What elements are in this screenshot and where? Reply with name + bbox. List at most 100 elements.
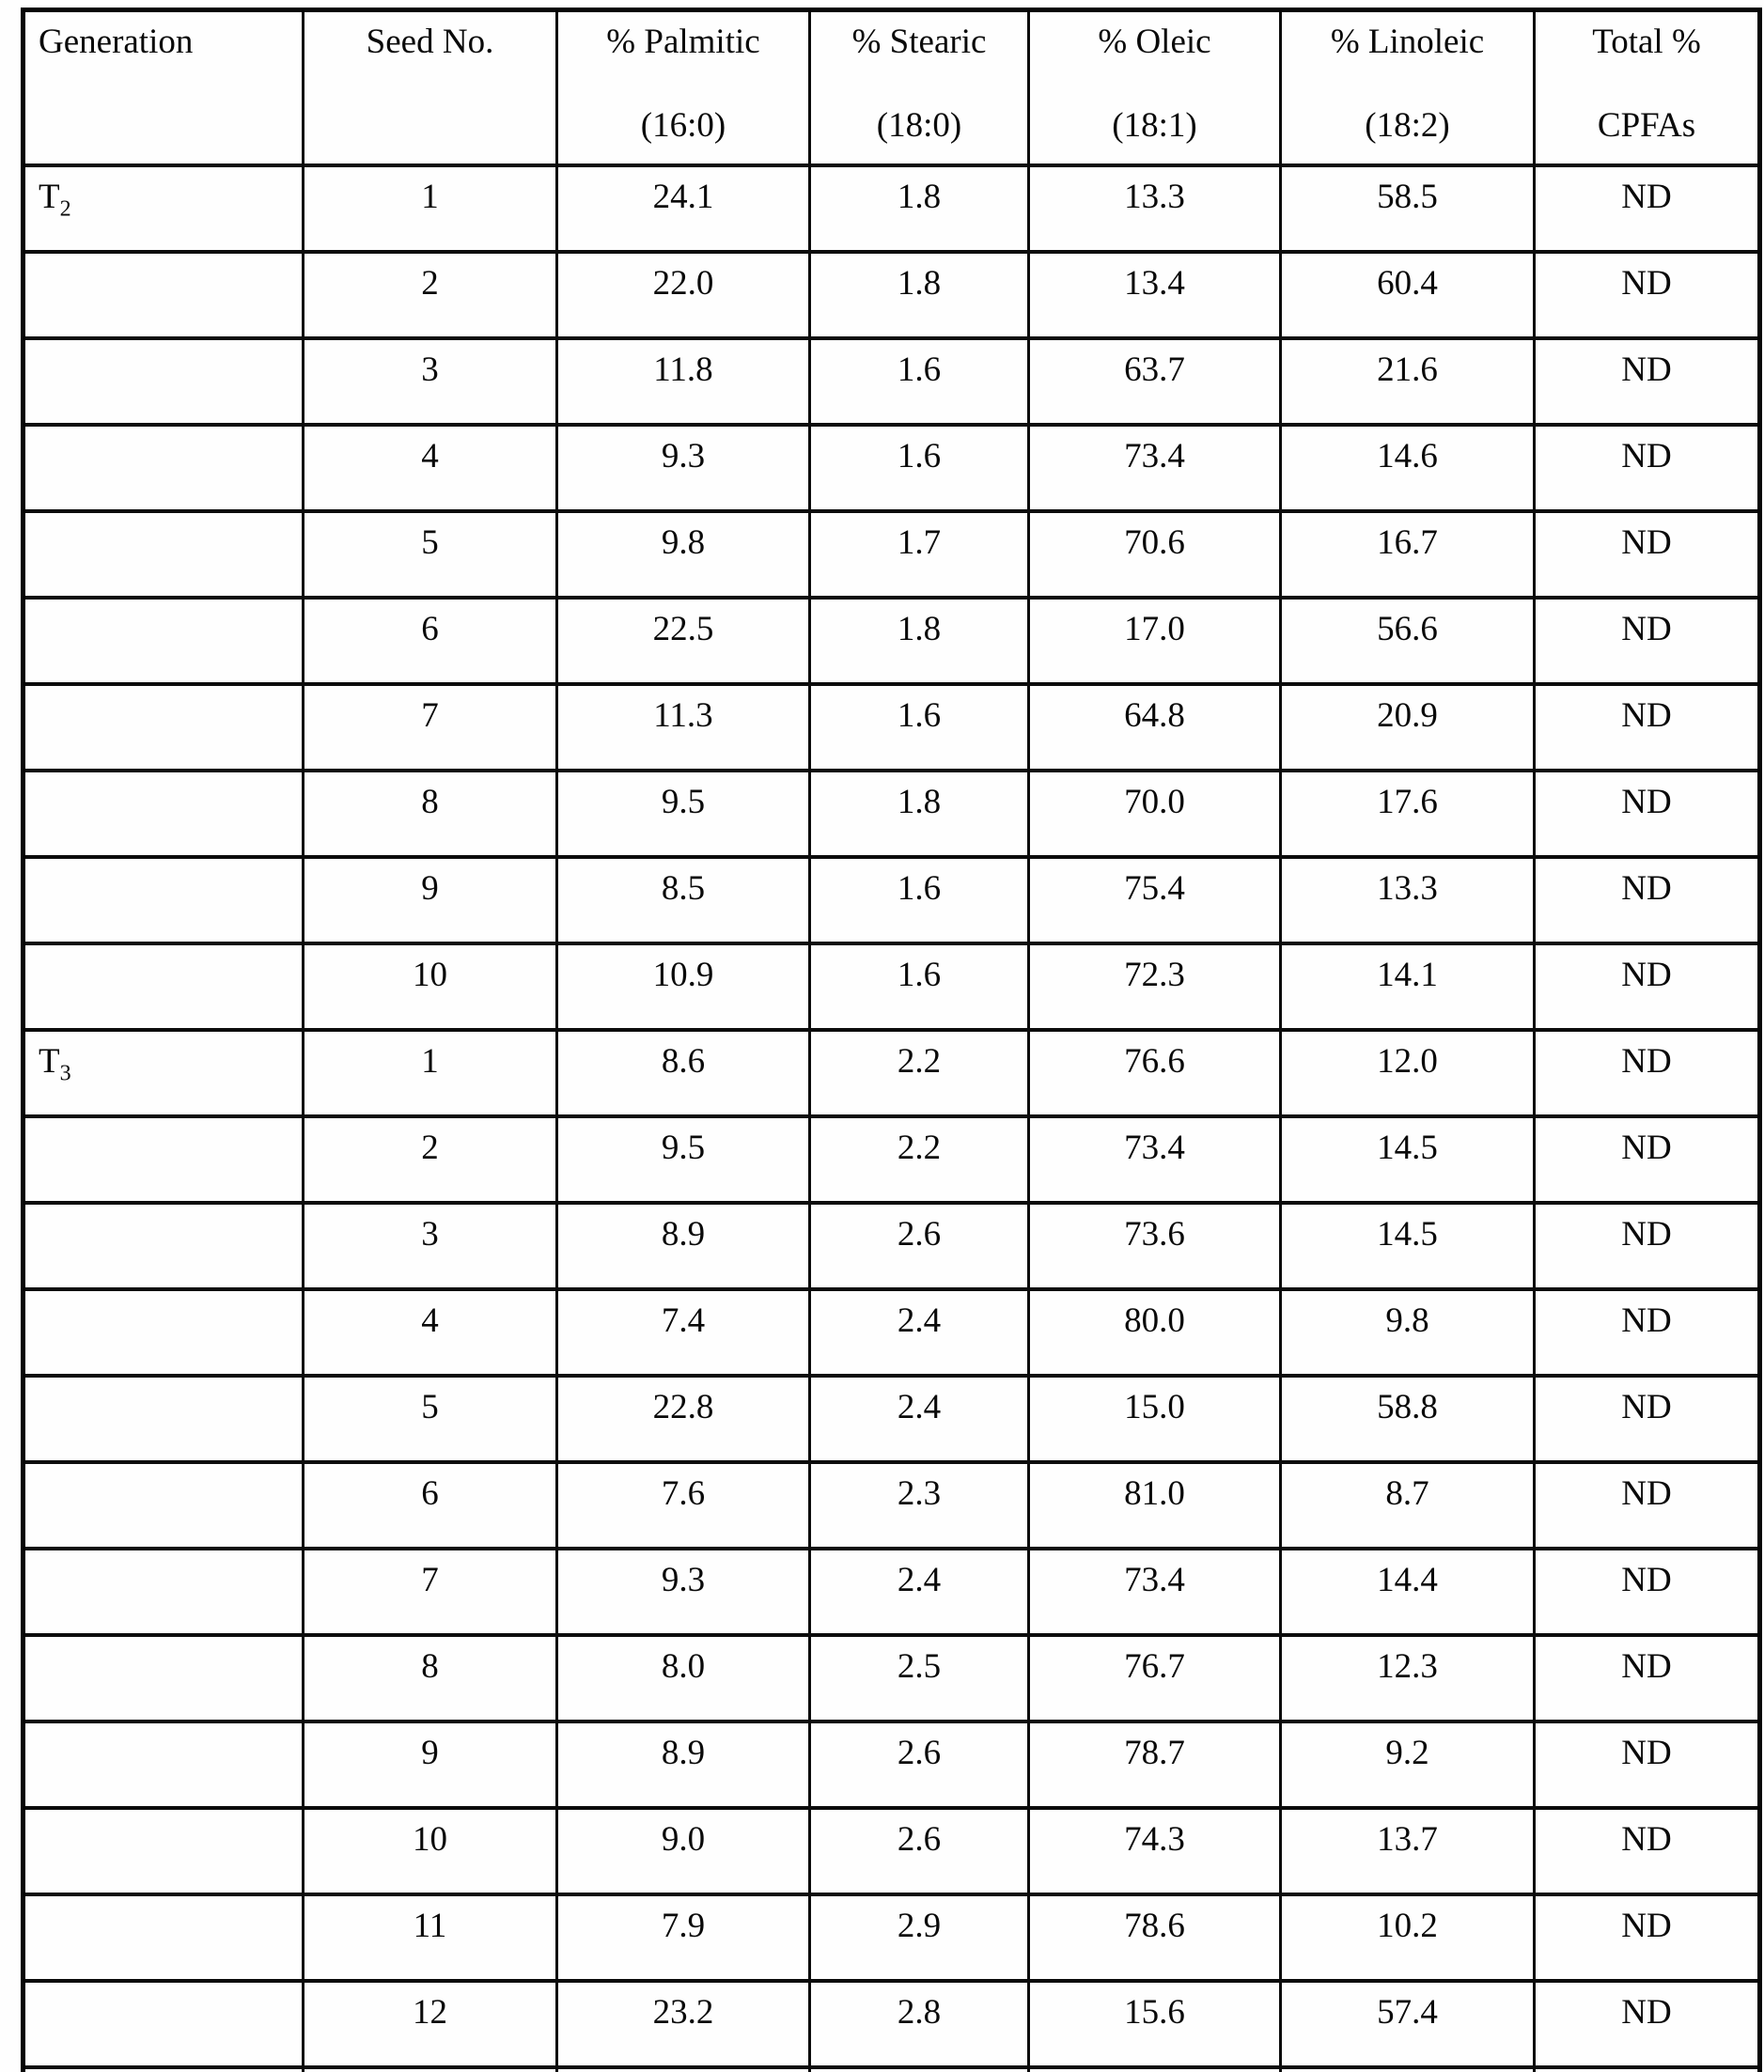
oleic-cell: 76.7: [1027, 1633, 1282, 1723]
palmitic-cell: 9.3: [555, 423, 811, 513]
linoleic-cell: 13.3: [1279, 855, 1536, 945]
cpfa-cell: ND: [1533, 423, 1761, 513]
seed-cell: 1: [302, 164, 558, 254]
cpfa-cell: ND: [1533, 1633, 1761, 1723]
stearic-cell: 2.4: [808, 1547, 1030, 1637]
generation-cell: [22, 509, 304, 600]
table-row: 12 23.2 2.8 15.6 57.4 ND: [22, 1979, 1761, 2069]
stearic-cell: 1.6: [808, 942, 1030, 1032]
palmitic-cell: 22.0: [555, 250, 811, 340]
seed-cell: 6: [302, 1460, 558, 1550]
generation-cell: [22, 1720, 304, 1810]
seed-cell: 3: [302, 1201, 558, 1291]
generation-cell: [22, 2065, 304, 2072]
seed-cell: 2: [302, 1114, 558, 1205]
generation-cell: [22, 1547, 304, 1637]
header-seed-no: Seed No.: [302, 8, 558, 167]
linoleic-cell: 13.7: [1279, 1806, 1536, 1896]
table-row: 4 9.3 1.6 73.4 14.6 ND: [22, 423, 1761, 513]
stearic-cell: 1.8: [808, 164, 1030, 254]
table-row: 9 8.5 1.6 75.4 13.3 ND: [22, 855, 1761, 945]
cpfa-cell: ND: [1533, 769, 1761, 859]
palmitic-cell: 7.6: [555, 1460, 811, 1550]
generation-cell: [22, 423, 304, 513]
oleic-cell: 13.4: [1027, 250, 1282, 340]
palmitic-cell: 7.4: [555, 1287, 811, 1378]
palmitic-cell: 9.5: [555, 1114, 811, 1205]
header-palmitic-formula: (16:0): [640, 106, 726, 145]
table-row: 5 9.8 1.7 70.6 16.7 ND: [22, 509, 1761, 600]
header-stearic: % Stearic (18:0): [808, 8, 1030, 167]
palmitic-cell: 8.9: [555, 1201, 811, 1291]
cpfa-cell: ND: [1533, 596, 1761, 686]
generation-cell: [22, 1979, 304, 2069]
table-row: T2 1 24.1 1.8 13.3 58.5 ND: [22, 164, 1761, 254]
cpfa-cell: ND: [1533, 1287, 1761, 1378]
generation-cell: [22, 855, 304, 945]
oleic-cell: 64.8: [1027, 682, 1282, 772]
oleic-cell: 73.6: [1027, 1201, 1282, 1291]
table-row: 6 22.5 1.8 17.0 56.6 ND: [22, 596, 1761, 686]
table-row: 9 8.9 2.6 78.7 9.2 ND: [22, 1720, 1761, 1810]
stearic-cell: 2.6: [808, 1201, 1030, 1291]
oleic-cell: 72.3: [1027, 942, 1282, 1032]
generation-cell: [22, 336, 304, 427]
table-row: 10 10.9 1.6 72.3 14.1 ND: [22, 942, 1761, 1032]
table-row: 10 9.0 2.6 74.3 13.7 ND: [22, 1806, 1761, 1896]
generation-cell: [22, 942, 304, 1032]
header-oleic-label: % Oleic: [1098, 23, 1211, 61]
stearic-cell: 1.7: [808, 509, 1030, 600]
cpfa-cell: ND: [1533, 164, 1761, 254]
generation-cell: [22, 250, 304, 340]
linoleic-cell: 12.0: [1279, 1028, 1536, 1118]
oleic-cell: 70.0: [1027, 769, 1282, 859]
table-row: 139.02.674.213.7ND: [22, 2065, 1761, 2072]
linoleic-cell: 20.9: [1279, 682, 1536, 772]
linoleic-cell: 14.4: [1279, 1547, 1536, 1637]
seed-cell: 1: [302, 1028, 558, 1118]
oleic-cell: 13.3: [1027, 164, 1282, 254]
oleic-cell: 70.6: [1027, 509, 1282, 600]
table-row: 5 22.8 2.4 15.0 58.8 ND: [22, 1374, 1761, 1464]
linoleic-cell: 8.7: [1279, 1460, 1536, 1550]
header-stearic-label: % Stearic: [851, 23, 987, 61]
seed-cell: 9: [302, 855, 558, 945]
header-oleic-formula: (18:1): [1112, 106, 1197, 145]
palmitic-cell: 24.1: [555, 164, 811, 254]
oleic-cell: 78.6: [1027, 1893, 1282, 1983]
oleic-cell: 73.4: [1027, 423, 1282, 513]
oleic-cell: 63.7: [1027, 336, 1282, 427]
cpfa-cell: ND: [1533, 250, 1761, 340]
oleic-cell: 80.0: [1027, 1287, 1282, 1378]
cpfa-cell: ND: [1533, 855, 1761, 945]
palmitic-cell: 8.6: [555, 1028, 811, 1118]
generation-cell: [22, 1460, 304, 1550]
table-row: 3 8.9 2.6 73.6 14.5 ND: [22, 1201, 1761, 1291]
stearic-cell: 1.8: [808, 596, 1030, 686]
cpfa-cell: ND: [1533, 682, 1761, 772]
stearic-cell: 1.6: [808, 423, 1030, 513]
oleic-cell: 15.6: [1027, 1979, 1282, 2069]
table-row: 7 9.3 2.4 73.4 14.4 ND: [22, 1547, 1761, 1637]
cpfa-cell: ND: [1533, 1979, 1761, 2069]
linoleic-cell: 60.4: [1279, 250, 1536, 340]
palmitic-cell: 22.8: [555, 1374, 811, 1464]
seed-cell: 5: [302, 509, 558, 600]
table-row: 8 9.5 1.8 70.0 17.6 ND: [22, 769, 1761, 859]
header-palmitic-label: % Palmitic: [606, 23, 760, 61]
header-total-cpfas-label: Total %: [1592, 23, 1701, 61]
header-generation-label: Generation: [39, 23, 194, 61]
table-body: T2 1 24.1 1.8 13.3 58.5 ND 2 22.0 1.8 13.4 60.4 ND 3 1…: [22, 164, 1761, 2072]
table-row: 6 7.6 2.3 81.0 8.7 ND: [22, 1460, 1761, 1550]
generation-cell: [22, 1374, 304, 1464]
linoleic-cell: 17.6: [1279, 769, 1536, 859]
linoleic-cell: 9.8: [1279, 1287, 1536, 1378]
palmitic-cell: 8.5: [555, 855, 811, 945]
table-row: 8 8.0 2.5 76.7 12.3 ND: [22, 1633, 1761, 1723]
stearic-cell: 1.6: [808, 336, 1030, 427]
cpfa-cell: ND: [1533, 336, 1761, 427]
stearic-cell: 1.8: [808, 769, 1030, 859]
generation-cell: T2: [22, 164, 304, 254]
palmitic-cell: 8.9: [555, 1720, 811, 1810]
oleic-cell: 74.3: [1027, 1806, 1282, 1896]
